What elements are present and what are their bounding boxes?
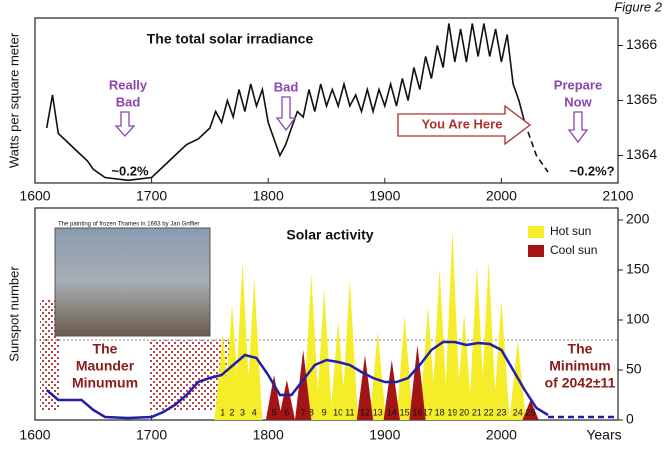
cycle-spike: [246, 279, 263, 420]
x-tick-label: 2000: [486, 427, 517, 443]
arrows: [114, 96, 589, 146]
legend-label: Hot sun: [550, 224, 591, 238]
series-line: [45, 23, 526, 182]
cycle-spike: [356, 355, 374, 420]
cycle-spike: [444, 230, 461, 420]
annotation: Bad: [116, 94, 141, 109]
annotation: of 2042±11: [545, 375, 616, 391]
cycle-label: 11: [345, 407, 354, 417]
cycle-label: 16: [412, 407, 422, 417]
cycle-label: 10: [333, 407, 343, 417]
cycle-label: 18: [435, 407, 445, 417]
y-tick-label: 50: [626, 361, 642, 377]
annotation: Really: [109, 77, 148, 92]
cycle-spike: [265, 375, 283, 420]
cycle-spike: [409, 345, 426, 420]
chart-title: The total solar irradiance: [147, 31, 314, 47]
legend-swatch: [528, 245, 544, 257]
cycle-label: 7: [301, 407, 306, 417]
cycle-spike: [278, 380, 296, 420]
cycle-spike: [316, 289, 333, 420]
cycle-spike: [234, 262, 251, 420]
y-tick-label: 1366: [626, 36, 657, 52]
cycle-spike: [455, 314, 473, 420]
x-tick-label: 1700: [136, 427, 167, 443]
annotation: Now: [564, 94, 592, 109]
cycle-spike: [419, 306, 437, 420]
annotation: Bad: [274, 79, 299, 94]
y-axis-label: Sunspot number: [6, 266, 21, 362]
cycle-label: 12: [360, 407, 370, 417]
series-line: [523, 122, 549, 173]
cycle-spike: [396, 316, 413, 420]
x-tick-label: 1700: [136, 188, 167, 204]
cycle-label: 25: [526, 407, 536, 417]
chart-title: Solar activity: [286, 227, 373, 243]
down-arrow: [275, 96, 297, 132]
x-tick-label: 1600: [19, 427, 50, 443]
y-tick-label: 1364: [626, 146, 657, 162]
cycle-label: 17: [423, 407, 433, 417]
annotation: The: [93, 341, 118, 357]
painting-inset: [54, 227, 211, 337]
cycle-spike: [329, 322, 347, 420]
annotation: Prepare: [554, 77, 602, 92]
cycle-label: 13: [373, 407, 383, 417]
x-tick-label: 2100: [602, 188, 633, 204]
y-tick-label: 1365: [626, 91, 657, 107]
annotation: You Are Here: [422, 116, 503, 131]
cycle-label: 8: [309, 407, 314, 417]
x-tick-label: 1600: [19, 188, 50, 204]
inset-caption: The painting of frozen Thames in 1663 by…: [58, 222, 200, 228]
cycle-spike: [295, 350, 312, 420]
x-tick-label: 1900: [369, 188, 400, 204]
cycle-label: 23: [496, 407, 506, 417]
annotation: Minimum: [549, 358, 610, 374]
legend-label: Cool sun: [550, 243, 597, 257]
y-tick-label: 0: [626, 411, 634, 427]
cycle-label: 24: [513, 407, 523, 417]
cycle-label: 14: [387, 407, 397, 417]
cycle-spike: [341, 280, 358, 420]
cycle-label: 3: [240, 407, 245, 417]
cycle-label: 22: [484, 407, 494, 417]
y-tick-label: 200: [626, 211, 650, 227]
y-axis-label: Watts per square meter: [6, 32, 21, 168]
x-tick-label: 1800: [253, 427, 284, 443]
cycle-spike: [303, 274, 320, 420]
annotation: Maunder: [76, 358, 135, 374]
cycle-spike: [480, 262, 497, 420]
cycle-label: 9: [322, 407, 327, 417]
cycle-spike: [493, 300, 510, 420]
cycle-label: 2: [230, 407, 235, 417]
x-axis-label: Years: [586, 427, 621, 443]
cycle-label: 6: [284, 407, 289, 417]
cycle-label: 4: [252, 407, 257, 417]
y-tick-label: 150: [626, 261, 650, 277]
x-tick-label: 2000: [486, 188, 517, 204]
y-tick-label: 100: [626, 311, 650, 327]
figure-label: Figure 2: [614, 0, 662, 14]
x-tick-label: 1800: [253, 188, 284, 204]
cycle-label: 15: [400, 407, 410, 417]
cycle-spike: [369, 332, 386, 420]
annotation: ~0.2%?: [569, 163, 614, 178]
cycle-label: 5: [272, 407, 277, 417]
annotation: ~0.2%: [111, 163, 149, 178]
down-arrow: [114, 111, 136, 137]
cycle-label: 19: [447, 407, 457, 417]
x-tick-label: 1900: [369, 427, 400, 443]
cycle-label: 21: [472, 407, 482, 417]
cycle-label: 1: [220, 407, 225, 417]
series-line: [45, 340, 549, 420]
annotation: The: [568, 341, 593, 357]
cycle-label: 20: [459, 407, 469, 417]
cycle-spike: [383, 360, 400, 420]
annotation: Minumum: [72, 375, 138, 391]
cycle-spike: [522, 400, 539, 420]
right-arrow: [397, 104, 532, 146]
legend-swatch: [528, 226, 544, 238]
down-arrow: [567, 111, 589, 144]
